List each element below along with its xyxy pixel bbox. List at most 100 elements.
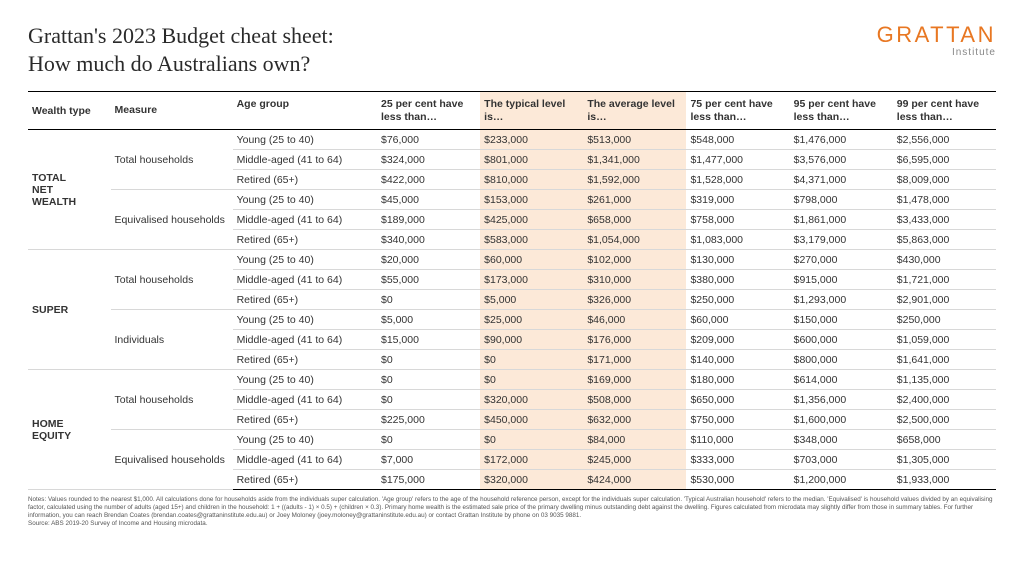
average-cell: $176,000 <box>583 330 686 350</box>
p95-cell: $915,000 <box>790 270 893 290</box>
age-cell: Middle-aged (41 to 64) <box>233 270 377 290</box>
measure-cell: Total households <box>111 250 233 310</box>
age-cell: Young (25 to 40) <box>233 130 377 150</box>
p25-cell: $0 <box>377 350 480 370</box>
age-cell: Middle-aged (41 to 64) <box>233 210 377 230</box>
logo-main: GRATTAN <box>877 24 996 46</box>
average-cell: $84,000 <box>583 430 686 450</box>
typical-cell: $60,000 <box>480 250 583 270</box>
p99-cell: $2,400,000 <box>893 390 996 410</box>
p95-cell: $1,600,000 <box>790 410 893 430</box>
typical-cell: $583,000 <box>480 230 583 250</box>
p25-cell: $0 <box>377 390 480 410</box>
p25-cell: $324,000 <box>377 150 480 170</box>
table-row: IndividualsYoung (25 to 40)$5,000$25,000… <box>28 310 996 330</box>
average-cell: $1,054,000 <box>583 230 686 250</box>
p25-cell: $5,000 <box>377 310 480 330</box>
measure-cell: Equivalised households <box>111 430 233 490</box>
p25-cell: $0 <box>377 290 480 310</box>
age-cell: Middle-aged (41 to 64) <box>233 450 377 470</box>
p25-cell: $45,000 <box>377 190 480 210</box>
p75-cell: $1,528,000 <box>686 170 789 190</box>
p99-cell: $5,863,000 <box>893 230 996 250</box>
col-age-group: Age group <box>233 92 377 130</box>
p99-cell: $1,478,000 <box>893 190 996 210</box>
col-p75: 75 per cent have less than… <box>686 92 789 130</box>
p95-cell: $1,861,000 <box>790 210 893 230</box>
p25-cell: $20,000 <box>377 250 480 270</box>
table-row: Equivalised householdsYoung (25 to 40)$4… <box>28 190 996 210</box>
p99-cell: $1,305,000 <box>893 450 996 470</box>
average-cell: $46,000 <box>583 310 686 330</box>
p99-cell: $2,901,000 <box>893 290 996 310</box>
p99-cell: $1,721,000 <box>893 270 996 290</box>
typical-cell: $320,000 <box>480 390 583 410</box>
p75-cell: $110,000 <box>686 430 789 450</box>
p99-cell: $1,135,000 <box>893 370 996 390</box>
p95-cell: $150,000 <box>790 310 893 330</box>
age-cell: Middle-aged (41 to 64) <box>233 150 377 170</box>
p99-cell: $2,556,000 <box>893 130 996 150</box>
age-cell: Retired (65+) <box>233 470 377 490</box>
p25-cell: $340,000 <box>377 230 480 250</box>
average-cell: $1,592,000 <box>583 170 686 190</box>
age-cell: Retired (65+) <box>233 410 377 430</box>
p99-cell: $430,000 <box>893 250 996 270</box>
p25-cell: $189,000 <box>377 210 480 230</box>
p75-cell: $319,000 <box>686 190 789 210</box>
p75-cell: $758,000 <box>686 210 789 230</box>
p75-cell: $180,000 <box>686 370 789 390</box>
col-p99: 99 per cent have less than… <box>893 92 996 130</box>
p95-cell: $348,000 <box>790 430 893 450</box>
typical-cell: $320,000 <box>480 470 583 490</box>
p99-cell: $250,000 <box>893 310 996 330</box>
p25-cell: $76,000 <box>377 130 480 150</box>
typical-cell: $801,000 <box>480 150 583 170</box>
p75-cell: $209,000 <box>686 330 789 350</box>
p75-cell: $650,000 <box>686 390 789 410</box>
p95-cell: $614,000 <box>790 370 893 390</box>
average-cell: $513,000 <box>583 130 686 150</box>
p99-cell: $2,500,000 <box>893 410 996 430</box>
average-cell: $326,000 <box>583 290 686 310</box>
header: Grattan's 2023 Budget cheat sheet: How m… <box>28 22 996 77</box>
p75-cell: $750,000 <box>686 410 789 430</box>
p25-cell: $0 <box>377 430 480 450</box>
title-line-1: Grattan's 2023 Budget cheat sheet: <box>28 23 334 48</box>
age-cell: Middle-aged (41 to 64) <box>233 390 377 410</box>
p95-cell: $703,000 <box>790 450 893 470</box>
p75-cell: $548,000 <box>686 130 789 150</box>
table-body: TOTALNETWEALTHTotal householdsYoung (25 … <box>28 130 996 490</box>
typical-cell: $153,000 <box>480 190 583 210</box>
p75-cell: $130,000 <box>686 250 789 270</box>
p95-cell: $270,000 <box>790 250 893 270</box>
p95-cell: $1,293,000 <box>790 290 893 310</box>
typical-cell: $90,000 <box>480 330 583 350</box>
typical-cell: $0 <box>480 370 583 390</box>
p99-cell: $658,000 <box>893 430 996 450</box>
age-cell: Retired (65+) <box>233 290 377 310</box>
average-cell: $658,000 <box>583 210 686 230</box>
p95-cell: $798,000 <box>790 190 893 210</box>
typical-cell: $810,000 <box>480 170 583 190</box>
age-cell: Young (25 to 40) <box>233 190 377 210</box>
age-cell: Middle-aged (41 to 64) <box>233 330 377 350</box>
age-cell: Retired (65+) <box>233 230 377 250</box>
age-cell: Young (25 to 40) <box>233 250 377 270</box>
wealth-type-cell: SUPER <box>28 250 111 370</box>
p75-cell: $333,000 <box>686 450 789 470</box>
typical-cell: $172,000 <box>480 450 583 470</box>
p99-cell: $1,933,000 <box>893 470 996 490</box>
table-row: Equivalised householdsYoung (25 to 40)$0… <box>28 430 996 450</box>
p75-cell: $140,000 <box>686 350 789 370</box>
col-wealth-type: Wealth type <box>28 92 111 130</box>
measure-cell: Equivalised households <box>111 190 233 250</box>
p95-cell: $800,000 <box>790 350 893 370</box>
page-title: Grattan's 2023 Budget cheat sheet: How m… <box>28 22 334 77</box>
col-p25: 25 per cent have less than… <box>377 92 480 130</box>
p95-cell: $1,356,000 <box>790 390 893 410</box>
average-cell: $245,000 <box>583 450 686 470</box>
p99-cell: $8,009,000 <box>893 170 996 190</box>
table-row: TOTALNETWEALTHTotal householdsYoung (25 … <box>28 130 996 150</box>
p75-cell: $60,000 <box>686 310 789 330</box>
